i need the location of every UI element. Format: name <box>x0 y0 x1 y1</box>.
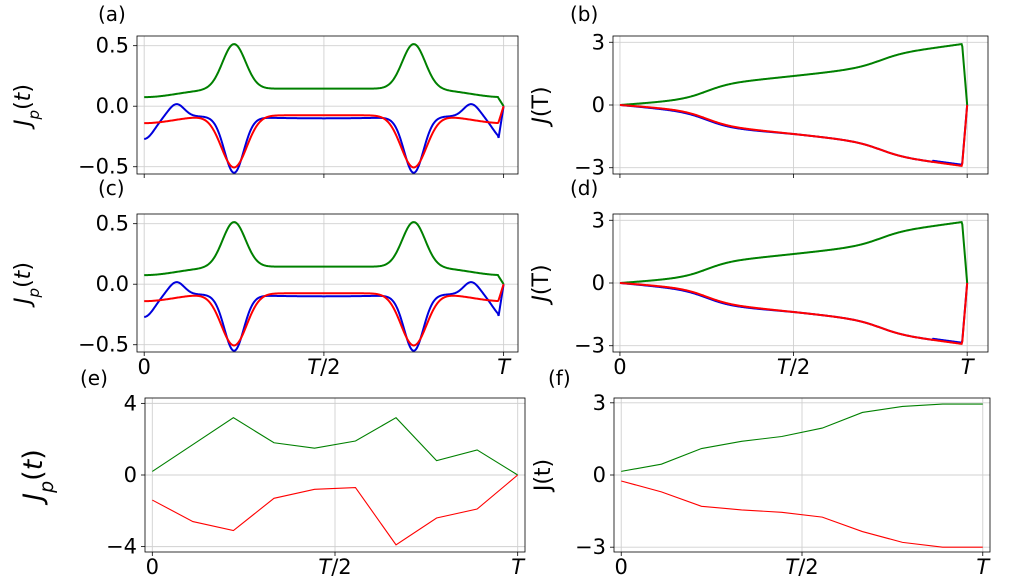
xtick-label-e-0: 0 <box>146 555 159 579</box>
ytick-label-e-0: 4 <box>124 391 137 415</box>
panel-d: 3 0 −3 0 T/2 T (d) J(T) <box>529 176 989 379</box>
ytick-label-d-2: −3 <box>574 334 605 358</box>
series-a-green <box>144 43 505 107</box>
ylabel-f: J(t) <box>531 459 556 493</box>
ytick-label-f-0: 3 <box>593 391 606 415</box>
ytick-label-b-2: −3 <box>574 156 605 180</box>
series-a-blue <box>144 103 505 174</box>
xtick-label-e-2: T <box>511 555 526 579</box>
panel-label-e: (e) <box>80 366 108 390</box>
xtick-label-d-0: 0 <box>613 355 626 379</box>
axes-frame-a <box>136 35 519 175</box>
xtick-label-d-1: T/2 <box>777 355 810 379</box>
ylabel-c: Jp(t) <box>11 262 43 308</box>
series-c-green <box>144 221 505 285</box>
ytick-label-f-2: −3 <box>575 535 606 559</box>
series-d-red <box>619 282 969 346</box>
series-b-green <box>619 42 969 106</box>
xtick-label-d-2: T <box>961 355 976 379</box>
ylabel-b: J(T) <box>529 86 554 127</box>
ytick-label-a-0: 0.5 <box>96 34 129 58</box>
ytick-label-c-2: −0.5 <box>78 333 129 357</box>
ytick-label-a-2: −0.5 <box>78 155 129 179</box>
xtick-label-c-0: 0 <box>138 355 151 379</box>
panel-label-c: (c) <box>98 176 125 200</box>
panel-label-a: (a) <box>98 2 126 26</box>
axes-frame-c <box>136 213 519 353</box>
ytick-label-d-0: 3 <box>592 208 605 232</box>
ytick-label-a-1: 0.0 <box>96 94 129 118</box>
xtick-label-f-1: T/2 <box>785 555 818 579</box>
ylabel-d: J(T) <box>529 264 554 305</box>
ytick-label-e-1: 0 <box>124 463 137 487</box>
series-c-blue <box>144 281 505 352</box>
ytick-label-b-0: 3 <box>592 30 605 54</box>
series-e-red <box>152 474 519 546</box>
panel-b: 3 0 −3 (b) J(T) <box>529 2 989 180</box>
xtick-label-c-2: T <box>497 355 512 379</box>
panel-f: 3 0 −3 0 T/2 T (f) J(t) <box>531 366 991 579</box>
panel-c: 0.5 0.0 −0.5 0 T/2 T (c) Jp(t) <box>11 176 519 379</box>
series-b-red <box>619 104 969 168</box>
ytick-label-b-1: 0 <box>592 93 605 117</box>
series-d-green <box>619 220 969 284</box>
series-e-green <box>152 417 518 476</box>
panel-label-b: (b) <box>570 2 598 26</box>
series-f-green <box>621 403 983 472</box>
series-f-red <box>621 480 983 548</box>
ytick-label-e-2: −4 <box>106 535 137 559</box>
xtick-label-e-1: T/2 <box>318 555 351 579</box>
ytick-label-c-1: 0.0 <box>96 272 129 296</box>
ytick-label-f-1: 0 <box>593 463 606 487</box>
panel-a: 0.5 0.0 −0.5 (a) Jp(t) <box>11 2 519 179</box>
xtick-label-c-1: T/2 <box>307 355 340 379</box>
panel-label-f: (f) <box>548 366 571 390</box>
ylabel-e: Jp(t) <box>18 449 58 506</box>
ytick-label-c-0: 0.5 <box>96 212 129 236</box>
xtick-label-f-0: 0 <box>615 555 628 579</box>
series-c-red <box>144 283 505 347</box>
ytick-label-d-1: 0 <box>592 271 605 295</box>
panel-e: 4 0 −4 0 T/2 T (e) Jp(t) <box>18 366 526 579</box>
panel-label-d: (d) <box>570 176 598 200</box>
ylabel-a: Jp(t) <box>11 84 43 130</box>
series-a-red <box>144 105 505 169</box>
xtick-label-f-2: T <box>976 555 991 579</box>
